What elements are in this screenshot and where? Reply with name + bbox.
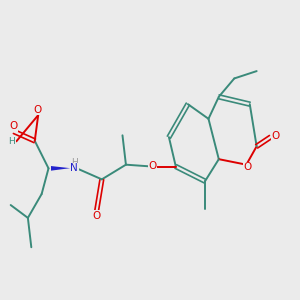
Text: O: O [9,122,17,131]
Text: O: O [244,162,252,172]
Text: O: O [272,130,280,140]
Text: O: O [33,105,41,115]
Text: H: H [71,158,77,167]
Text: O: O [148,160,157,170]
Text: O: O [92,211,100,221]
Text: H: H [8,137,15,146]
Polygon shape [51,166,70,171]
Text: N: N [70,163,78,173]
